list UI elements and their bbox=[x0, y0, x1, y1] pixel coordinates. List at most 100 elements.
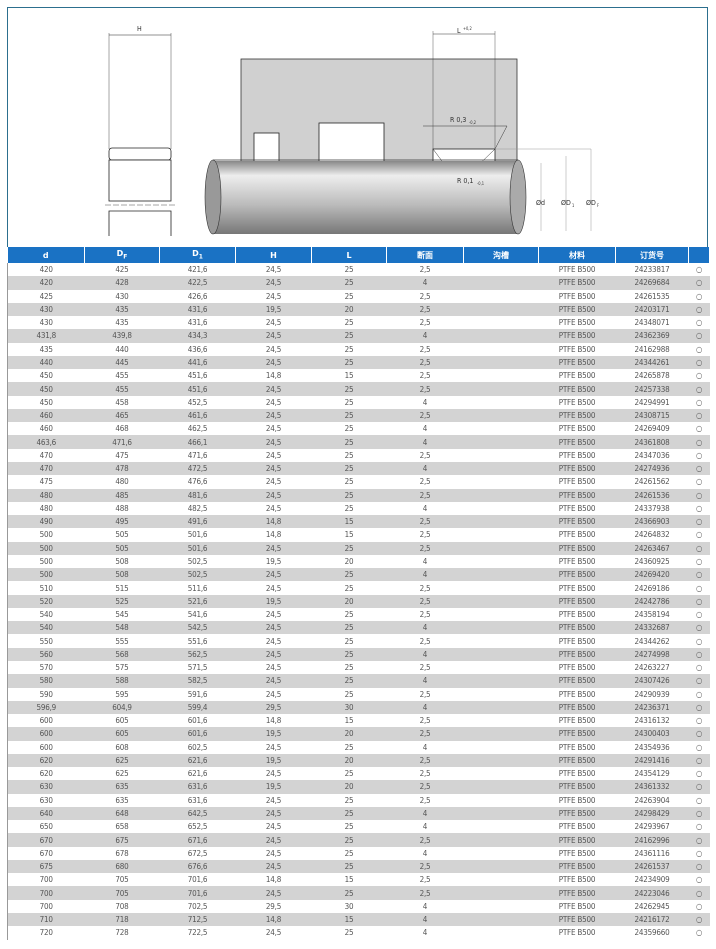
table-row: 550 555 551,6 24,5 25 2,5 PTFE B500 24344262 ○ bbox=[7, 634, 710, 648]
table-cell: 425 bbox=[115, 265, 129, 275]
table-cell: 640 bbox=[7, 806, 85, 821]
table-cell: 436,6 bbox=[187, 344, 208, 354]
table-cell: 4 bbox=[422, 822, 428, 832]
table-cell: 4 bbox=[386, 674, 464, 688]
table-cell: 15 bbox=[344, 530, 354, 540]
table-cell: 476,6 bbox=[187, 477, 208, 487]
table-cell: 24,5 bbox=[265, 344, 282, 354]
table-row: 580 588 582,5 24,5 25 4 PTFE B500 24307426 ○ bbox=[7, 674, 710, 688]
column-header: L bbox=[311, 247, 387, 263]
table-cell: 452,5 bbox=[187, 397, 208, 407]
header-text: 订货号 bbox=[640, 250, 664, 260]
table-cell: 4 bbox=[422, 397, 428, 407]
table-cell: 599,4 bbox=[159, 700, 236, 715]
table-row: 570 575 571,5 24,5 25 2,5 PTFE B500 24263227 ○ bbox=[7, 660, 710, 675]
table-cell: 2,5 bbox=[419, 610, 431, 620]
table-cell: 24290939 bbox=[634, 689, 670, 699]
table-cell: 24,5 bbox=[265, 291, 282, 301]
table-row: 600 605 601,6 19,5 20 2,5 PTFE B500 24300403 ○ bbox=[7, 727, 710, 741]
availability-circle-icon: ○ bbox=[688, 886, 710, 900]
availability-circle-icon: ○ bbox=[695, 769, 703, 779]
table-cell: 24347036 bbox=[634, 450, 670, 460]
table-cell: 470 bbox=[7, 448, 85, 462]
table-cell: 701,6 bbox=[159, 886, 236, 900]
table-cell: 24,5 bbox=[265, 318, 282, 328]
table-cell: 4 bbox=[422, 901, 428, 911]
table-cell: 25 bbox=[311, 886, 387, 900]
table-cell: 24274936 bbox=[615, 461, 689, 476]
table-cell: PTFE B500 bbox=[538, 674, 616, 688]
table-cell: PTFE B500 bbox=[558, 503, 596, 513]
table-cell: 485 bbox=[84, 488, 160, 502]
table-cell: 600 bbox=[7, 740, 85, 754]
table-cell: 490 bbox=[7, 515, 85, 529]
table-cell: PTFE B500 bbox=[558, 875, 596, 885]
table-row: 520 525 521,6 19,5 20 2,5 PTFE B500 24242786 ○ bbox=[7, 594, 710, 608]
table-row: 700 705 701,6 14,8 15 2,5 PTFE B500 24234909 ○ bbox=[7, 873, 710, 887]
table-row: 560 568 562,5 24,5 25 4 PTFE B500 24274998 ○ bbox=[7, 647, 710, 661]
table-cell: 20 bbox=[311, 302, 387, 317]
table-cell bbox=[463, 780, 539, 794]
table-row: 480 485 481,6 24,5 25 2,5 PTFE B500 24261536 ○ bbox=[7, 488, 710, 502]
table-cell: 652,5 bbox=[187, 822, 208, 832]
table-cell: 676,6 bbox=[159, 859, 236, 874]
table-cell: 25 bbox=[344, 689, 354, 699]
table-cell: 580 bbox=[7, 674, 85, 688]
availability-circle-icon: ○ bbox=[695, 901, 703, 911]
availability-circle-icon: ○ bbox=[695, 556, 703, 566]
table-cell: 450 bbox=[7, 382, 85, 396]
table-cell: 24233817 bbox=[634, 265, 670, 275]
table-cell: 24360925 bbox=[634, 556, 670, 566]
table-cell: PTFE B500 bbox=[558, 901, 596, 911]
table-cell: 25 bbox=[311, 488, 387, 502]
table-cell: 460 bbox=[7, 408, 85, 423]
table-row: 430 435 431,6 24,5 25 2,5 PTFE B500 24348071 ○ bbox=[7, 316, 710, 330]
table-cell: 24242786 bbox=[615, 594, 689, 608]
table-cell: 2,5 bbox=[386, 382, 464, 396]
table-cell: 478 bbox=[84, 461, 160, 476]
column-header: 沟槽 bbox=[463, 247, 539, 263]
table-row: 720 728 722,5 24,5 25 4 PTFE B500 24359660 ○ bbox=[7, 926, 710, 940]
table-cell: 24269409 bbox=[634, 424, 670, 434]
table-cell: 24,5 bbox=[265, 636, 282, 646]
availability-circle-icon: ○ bbox=[688, 435, 710, 449]
table-cell: 14,8 bbox=[265, 371, 282, 381]
availability-circle-icon: ○ bbox=[688, 647, 710, 661]
table-cell: PTFE B500 bbox=[558, 344, 596, 354]
table-cell: 19,5 bbox=[235, 594, 312, 608]
table-cell: 25 bbox=[311, 435, 387, 449]
table-cell: 4 bbox=[422, 742, 428, 752]
table-cell bbox=[464, 581, 539, 594]
column-header: d bbox=[7, 247, 85, 263]
table-cell: 25 bbox=[311, 541, 387, 555]
availability-circle-icon: ○ bbox=[695, 371, 703, 381]
table-row: 430 435 431,6 19,5 20 2,5 PTFE B500 24203171 ○ bbox=[7, 302, 710, 317]
availability-circle-icon: ○ bbox=[688, 753, 710, 768]
table-cell: 24269684 bbox=[615, 276, 689, 290]
table-cell: 458 bbox=[115, 397, 129, 407]
table-cell: 630 bbox=[7, 780, 85, 794]
table-cell: 24269420 bbox=[615, 568, 689, 582]
table-cell: 24,5 bbox=[265, 769, 282, 779]
table-cell: 24,5 bbox=[265, 583, 282, 593]
table-cell: 540 bbox=[7, 607, 85, 622]
table-cell: 430 bbox=[7, 302, 85, 317]
availability-circle-icon: ○ bbox=[688, 833, 710, 847]
table-cell: 700 bbox=[7, 899, 85, 914]
table-cell: 475 bbox=[7, 475, 85, 489]
table-cell: 19,5 bbox=[235, 302, 312, 317]
table-cell: 728 bbox=[115, 928, 129, 938]
table-cell bbox=[464, 475, 539, 488]
table-cell: 439,8 bbox=[84, 329, 160, 343]
table-cell: 24291416 bbox=[615, 753, 689, 768]
table-cell: 471,6 bbox=[187, 450, 208, 460]
table-cell bbox=[463, 515, 539, 529]
table-cell: 24162996 bbox=[615, 833, 689, 847]
radius-top-tolerance: -0,2 bbox=[469, 120, 476, 125]
table-cell: 465 bbox=[84, 408, 160, 423]
table-cell: 4 bbox=[422, 503, 428, 513]
table-cell: 605 bbox=[115, 716, 129, 726]
table-cell: 24,5 bbox=[235, 647, 312, 661]
table-cell: 24354129 bbox=[634, 769, 670, 779]
table-row: 420 428 422,5 24,5 25 4 PTFE B500 24269684 ○ bbox=[7, 276, 710, 290]
